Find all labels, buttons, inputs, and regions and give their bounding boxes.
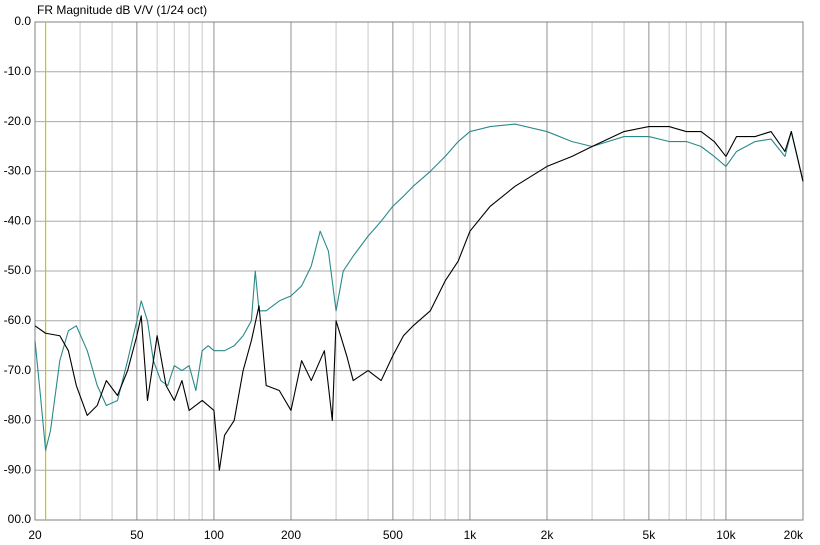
y-tick-label: 00.0 [8,512,32,526]
x-tick-label: 500 [383,528,403,542]
chart-title: FR Magnitude dB V/V (1/24 oct) [37,3,207,17]
plot-frame [34,21,804,521]
y-tick-label: 0.0 [14,14,31,28]
y-tick-label: -40.0 [4,213,32,227]
x-tick-label: 200 [281,528,301,542]
y-tick-label: -70.0 [4,363,32,377]
x-tick-label: 2k [541,528,555,542]
y-tick-label: -90.0 [4,462,32,476]
x-tick-label: 1k [464,528,478,542]
x-tick-label: 20k [784,528,804,542]
series-line [34,123,804,451]
y-tick-label: -30.0 [4,164,32,178]
y-tick-label: -60.0 [4,313,32,327]
x-tick-label: 5k [643,528,657,542]
x-tick-label: 100 [204,528,224,542]
y-tick-label: -20.0 [4,114,32,128]
y-tick-label: -50.0 [4,263,32,277]
series-line [34,126,804,471]
x-tick-label: 50 [130,528,144,542]
y-tick-label: -10.0 [4,64,32,78]
x-tick-label: 20 [28,528,42,542]
y-tick-label: -80.0 [4,413,32,427]
x-tick-label: 10k [716,528,736,542]
